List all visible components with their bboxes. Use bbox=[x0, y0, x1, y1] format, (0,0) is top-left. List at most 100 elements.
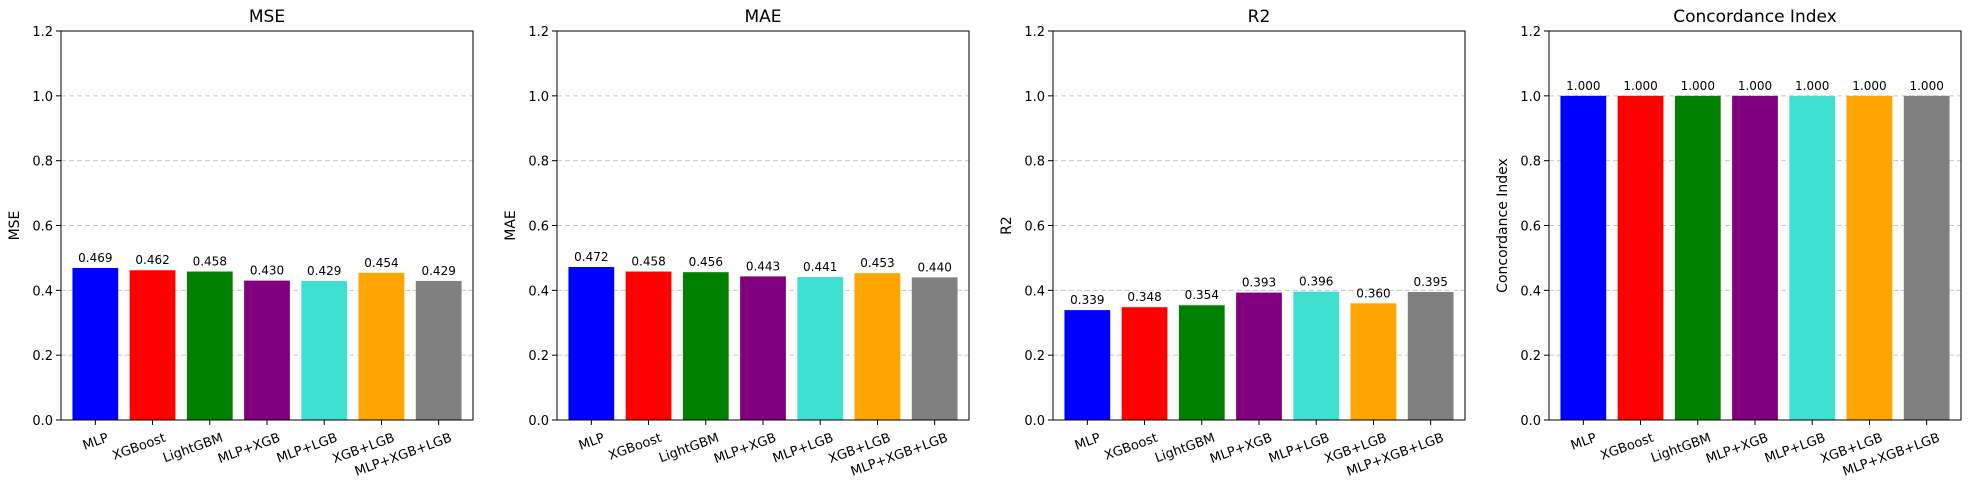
x-tick-label: LightGBM bbox=[1153, 431, 1217, 467]
bar bbox=[1732, 95, 1778, 420]
y-tick-label: 0.0 bbox=[1520, 414, 1541, 429]
x-tick-label: MLP bbox=[577, 431, 607, 454]
bar bbox=[1674, 95, 1721, 420]
data-label: 0.429 bbox=[307, 264, 341, 278]
y-tick-label: 0.8 bbox=[1024, 155, 1045, 170]
x-tick-label: XGBoost bbox=[1102, 431, 1159, 464]
y-tick-label: 0.0 bbox=[1024, 414, 1045, 429]
y-tick-label: 0.2 bbox=[1024, 349, 1045, 364]
data-label: 1.000 bbox=[1623, 79, 1657, 93]
data-label: 0.441 bbox=[803, 260, 837, 274]
bar bbox=[244, 280, 290, 420]
x-tick-label: MLP bbox=[81, 431, 111, 454]
data-label: 0.443 bbox=[746, 259, 780, 273]
y-tick-label: 0.8 bbox=[1520, 155, 1541, 170]
y-tick-label: 1.0 bbox=[528, 90, 549, 105]
x-tick-label: XGBoost bbox=[1598, 431, 1655, 464]
y-tick-label: 0.4 bbox=[1520, 284, 1541, 299]
data-label: 0.430 bbox=[250, 264, 284, 278]
y-axis-label: R2 bbox=[999, 216, 1015, 235]
axes-frame bbox=[60, 30, 474, 421]
data-label: 0.472 bbox=[574, 250, 608, 264]
chart-title: MSE bbox=[249, 7, 285, 27]
y-tick-label: 0.6 bbox=[1520, 220, 1541, 235]
subplot-3: 0.0 0.2 0.4 0.6 0.8 1.0 1.2 0.339 MLP 0.348 XGBoos… bbox=[999, 7, 1466, 480]
bar bbox=[1121, 307, 1168, 420]
y-axis-label: MSE bbox=[7, 211, 23, 241]
data-label: 1.000 bbox=[1795, 79, 1829, 93]
subplot-1: 0.0 0.2 0.4 0.6 0.8 1.0 1.2 0.469 MLP 0.462 XGBoos… bbox=[7, 7, 474, 480]
y-axis-label: Concordance Index bbox=[1495, 158, 1511, 293]
bar bbox=[1617, 95, 1664, 420]
data-label: 0.458 bbox=[631, 255, 665, 269]
data-label: 1.000 bbox=[1909, 79, 1943, 93]
data-label: 1.000 bbox=[1852, 79, 1886, 93]
bar bbox=[625, 271, 672, 420]
data-label: 0.456 bbox=[689, 255, 723, 269]
y-tick-label: 1.2 bbox=[1024, 25, 1045, 40]
bar bbox=[358, 272, 405, 420]
bar bbox=[1350, 303, 1397, 420]
y-tick-label: 0.6 bbox=[32, 220, 53, 235]
x-tick-label: LightGBM bbox=[657, 431, 721, 467]
y-tick-label: 0.6 bbox=[1024, 220, 1045, 235]
x-tick-label: MLP+XGB bbox=[1208, 431, 1274, 467]
bar bbox=[301, 280, 348, 420]
y-axis-label: MAE bbox=[503, 210, 519, 241]
data-label: 0.339 bbox=[1070, 293, 1104, 307]
bar bbox=[1293, 291, 1340, 420]
data-label: 0.458 bbox=[193, 255, 227, 269]
bar bbox=[682, 272, 729, 420]
y-tick-label: 0.2 bbox=[32, 349, 53, 364]
y-tick-label: 0.2 bbox=[528, 349, 549, 364]
data-label: 0.360 bbox=[1356, 286, 1390, 300]
y-tick-label: 1.0 bbox=[1024, 90, 1045, 105]
data-label: 0.348 bbox=[1127, 290, 1161, 304]
data-label: 0.469 bbox=[78, 251, 112, 265]
y-tick-label: 0.4 bbox=[1024, 284, 1045, 299]
y-tick-label: 0.4 bbox=[528, 284, 549, 299]
x-tick-label: MLP+LGB bbox=[771, 431, 836, 467]
x-tick-label: MLP+LGB bbox=[275, 431, 340, 467]
bar bbox=[1560, 95, 1607, 420]
y-tick-label: 0.6 bbox=[528, 220, 549, 235]
data-label: 0.354 bbox=[1185, 288, 1219, 302]
data-label: 0.462 bbox=[135, 253, 169, 267]
y-tick-label: 1.2 bbox=[528, 25, 549, 40]
data-label: 0.440 bbox=[917, 260, 951, 274]
y-tick-label: 0.8 bbox=[32, 155, 53, 170]
bar bbox=[568, 266, 615, 420]
x-tick-label: MLP+XGB bbox=[712, 431, 778, 467]
bar bbox=[1178, 305, 1225, 420]
x-tick-label: XGBoost bbox=[110, 431, 167, 464]
x-tick-label: XGBoost bbox=[606, 431, 663, 464]
y-tick-label: 1.2 bbox=[1520, 25, 1541, 40]
x-tick-label: MLP bbox=[1073, 431, 1103, 454]
x-tick-label: LightGBM bbox=[161, 431, 225, 467]
y-tick-label: 0.0 bbox=[528, 414, 549, 429]
bar bbox=[854, 273, 901, 420]
x-tick-label: MLP+LGB bbox=[1763, 431, 1828, 467]
y-tick-label: 1.0 bbox=[32, 90, 53, 105]
bar bbox=[129, 270, 176, 420]
bar bbox=[740, 276, 786, 420]
bar bbox=[1789, 95, 1836, 420]
bar bbox=[911, 277, 958, 420]
bar bbox=[797, 277, 844, 420]
data-label: 1.000 bbox=[1566, 79, 1600, 93]
y-tick-label: 1.2 bbox=[32, 25, 53, 40]
y-tick-label: 1.0 bbox=[1520, 90, 1541, 105]
data-label: 0.453 bbox=[860, 256, 894, 270]
axes-frame bbox=[1548, 30, 1962, 421]
bar bbox=[72, 267, 119, 420]
chart-title: R2 bbox=[1248, 7, 1271, 27]
bar bbox=[415, 280, 462, 420]
chart-title: MAE bbox=[744, 7, 781, 27]
bar bbox=[1903, 95, 1950, 420]
y-tick-label: 0.4 bbox=[32, 284, 53, 299]
data-label: 1.000 bbox=[1738, 79, 1772, 93]
bar bbox=[1407, 291, 1454, 420]
bar bbox=[1236, 292, 1282, 420]
y-tick-label: 0.0 bbox=[32, 414, 53, 429]
y-tick-label: 0.2 bbox=[1520, 349, 1541, 364]
